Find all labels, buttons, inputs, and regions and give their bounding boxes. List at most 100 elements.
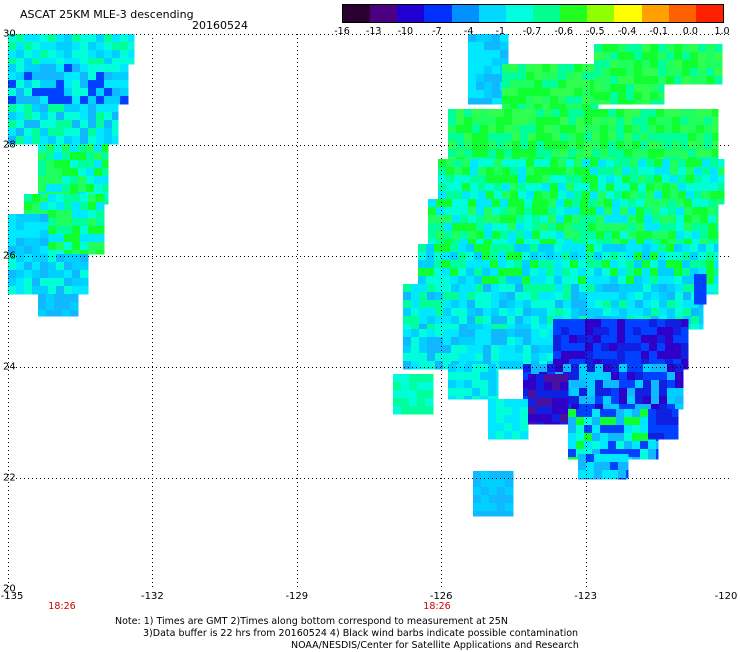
swath-cell [62,176,71,185]
swath-cell [702,167,711,176]
swath-cell [500,58,509,67]
swath-cell [566,183,575,192]
swath-cell [128,58,135,65]
swath-cell [619,380,628,389]
swath-cell [464,388,473,397]
swath-cell [571,396,580,405]
swath-cell [476,239,485,248]
swath-cell [64,286,73,295]
swath-cell [496,399,505,408]
swath-cell [611,292,620,301]
swath-cell [690,68,699,77]
swath-cell [675,284,684,293]
swath-cell [558,80,567,89]
swath-cell [46,160,55,169]
swath-cell [504,431,513,440]
swath-cell [630,175,639,184]
swath-cell [38,144,47,153]
swath-cell [538,276,547,285]
swath-cell [96,72,105,81]
swath-cell [538,244,547,253]
swath-cell [451,284,460,293]
swath-cell [427,353,436,362]
swath-cell [600,449,609,458]
swath-cell [612,239,621,248]
swath-cell [86,176,95,185]
swath-cell [670,191,679,200]
swath-cell [112,80,121,89]
swath-cell [72,270,81,279]
swath-cell [539,337,548,346]
swath-cell [594,68,603,77]
swath-cell [467,308,476,317]
swath-cell [500,42,509,51]
swath-cell [472,380,481,389]
swath-cell [86,160,95,169]
swath-cell [448,133,457,142]
swath-cell [606,183,615,192]
swath-cell [644,215,653,224]
swath-cell [618,260,627,269]
swath-cell [659,404,668,410]
swath-cell [484,215,493,224]
swath-cell [702,298,707,305]
swath-cell [608,449,617,458]
swath-cell [706,244,715,253]
swath-cell [616,149,625,158]
swath-cell [582,88,591,97]
swath-cell [664,417,673,426]
swath-cell [579,308,588,317]
swath-cell [566,80,575,89]
swath-cell [120,64,129,73]
swath-cell [460,215,469,224]
swath-cell [438,175,447,184]
swath-cell [593,359,602,368]
swath-cell [451,337,460,346]
swath-cell [588,223,597,232]
swath-cell [499,316,508,325]
swath-cell [468,231,477,240]
swath-cell [500,231,509,240]
swath-cell [497,479,506,488]
swath-cell [625,343,634,352]
swath-cell [536,117,545,126]
swath-cell [648,433,657,440]
swath-cell [654,167,663,176]
swath-cell [648,133,657,142]
swath-cell [80,242,89,251]
swath-cell [459,308,468,317]
swath-cell [534,80,543,89]
swath-cell [520,125,529,134]
swath-cell [694,282,703,291]
swath-cell [643,372,652,381]
swath-cell [571,380,580,389]
swath-cell [648,109,657,118]
swath-cell [444,239,453,248]
swath-cell [566,167,575,176]
swath-cell [88,64,97,73]
swath-cell [24,88,33,97]
colorbar-tick-label: -0.5 [586,26,605,37]
swath-cell [88,226,97,235]
swath-cell [446,159,455,168]
swath-cell [128,34,135,43]
swath-cell [688,117,697,126]
swath-cell [48,50,57,59]
swath-cell [598,167,607,176]
swath-cell [658,92,665,101]
swath-cell [428,223,437,232]
swath-cell [456,380,465,389]
swath-cell [494,167,503,176]
swath-cell [586,276,595,285]
swath-cell [624,417,633,426]
swath-cell [442,276,451,285]
swath-cell [16,112,25,121]
swath-cell [578,276,587,285]
swath-cell [64,234,73,243]
swath-cell [644,207,653,216]
swath-cell [104,96,113,105]
swath-cell [528,382,537,391]
swath-cell [419,300,428,309]
swath-cell [56,278,65,287]
swath-cell [654,175,663,184]
